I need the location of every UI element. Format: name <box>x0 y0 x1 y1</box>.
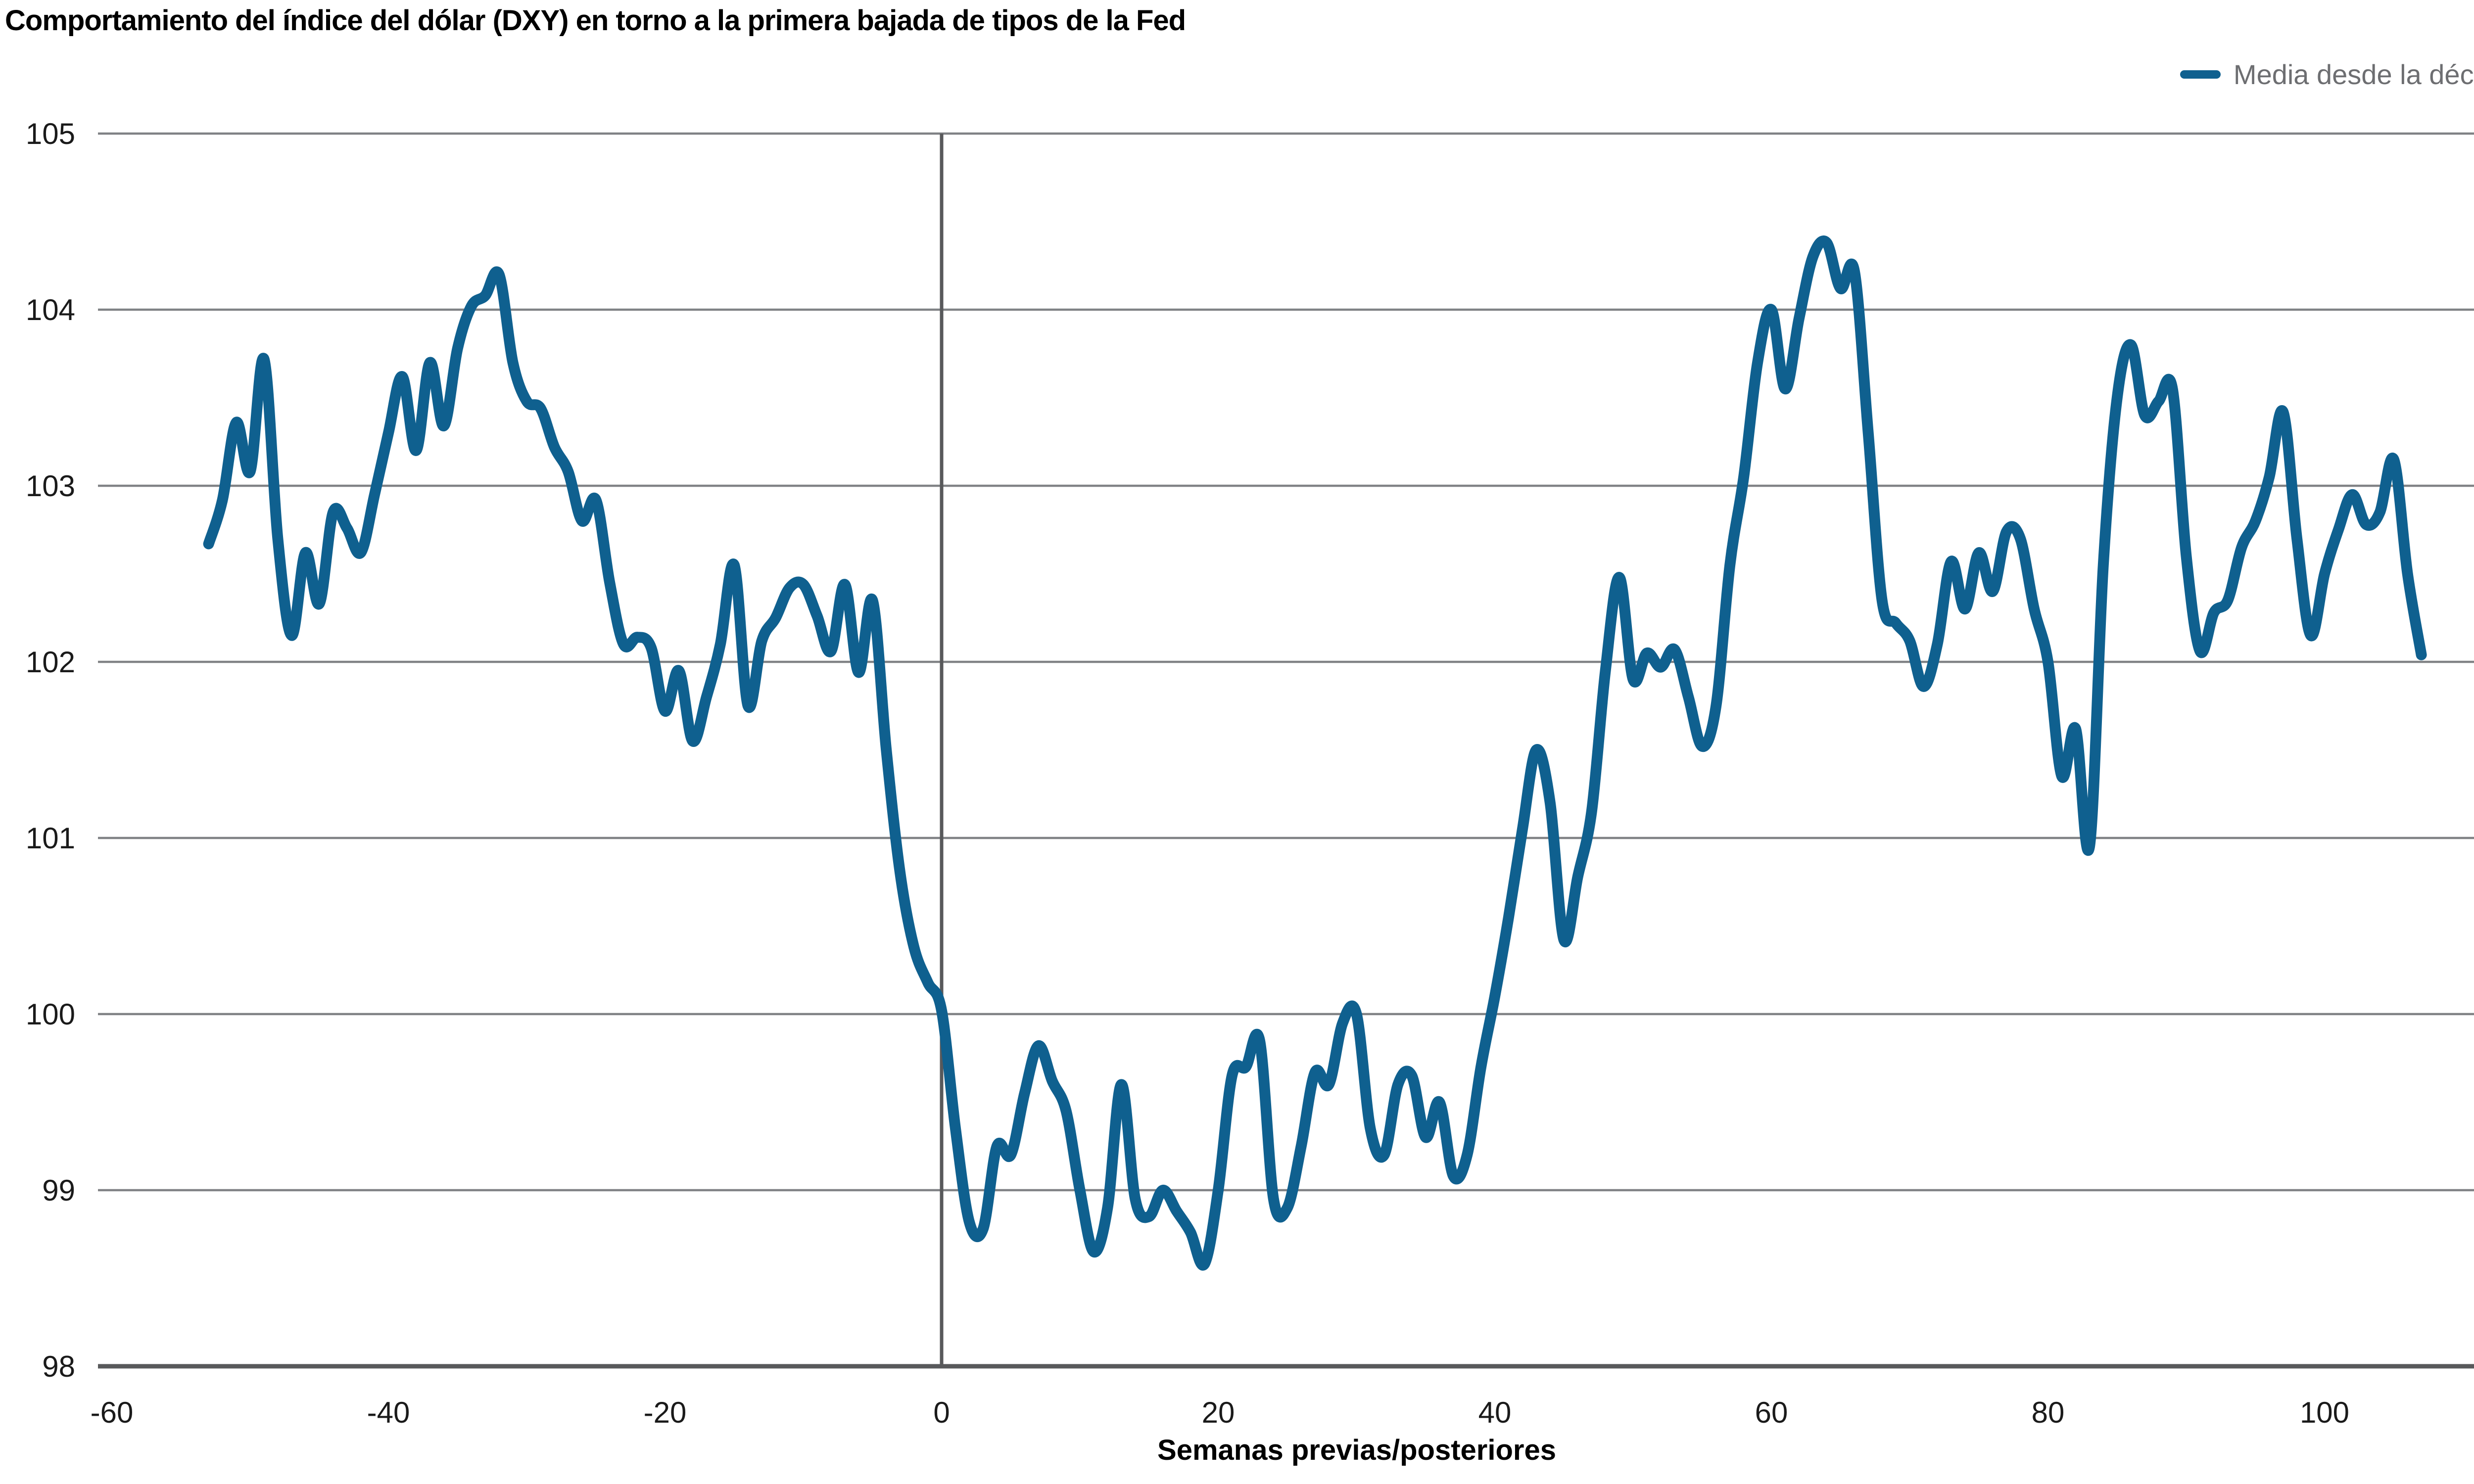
legend-line-swatch <box>2180 70 2221 79</box>
y-tick-labels: 98 99 100 101 102 103 104 105 <box>26 117 75 1383</box>
x-tick-label-80: 80 <box>2032 1396 2065 1429</box>
x-axis-title: Semanas previas/posteriores <box>1157 1434 1556 1466</box>
x-tick-labels: -60-40-20020406080100120 <box>91 1396 2349 1429</box>
y-tick-label-104: 104 <box>26 293 75 326</box>
dxy-mean-line <box>203 235 2427 1271</box>
x-tick-label--40: -40 <box>367 1396 410 1429</box>
x-tick-label-0: 0 <box>933 1396 950 1429</box>
x-tick-label-20: 20 <box>1202 1396 1235 1429</box>
x-tick-label-100: 100 <box>2300 1396 2349 1429</box>
y-tick-label-98: 98 <box>42 1350 75 1383</box>
legend: Media desde la década de 1990 <box>2180 58 2474 91</box>
legend-label: Media desde la década de 1990 <box>2233 59 2474 90</box>
y-tick-label-103: 103 <box>26 469 75 503</box>
y-tick-label-99: 99 <box>42 1174 75 1207</box>
y-tick-label-105: 105 <box>26 117 75 150</box>
x-tick-label--20: -20 <box>644 1396 687 1429</box>
gridlines <box>98 132 2474 1192</box>
x-tick-label-40: 40 <box>1478 1396 1512 1429</box>
chart-title: Comportamiento del índice del dólar (DXY… <box>5 4 1186 37</box>
y-tick-label-101: 101 <box>26 822 75 855</box>
x-tick-label--60: -60 <box>91 1396 134 1429</box>
y-tick-label-100: 100 <box>26 998 75 1031</box>
x-tick-label-60: 60 <box>1755 1396 1788 1429</box>
y-tick-label-102: 102 <box>26 646 75 679</box>
